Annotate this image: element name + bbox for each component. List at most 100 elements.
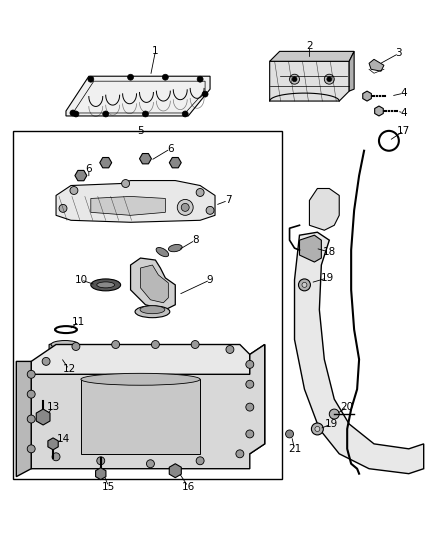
Text: 3: 3: [396, 49, 402, 58]
Circle shape: [196, 189, 204, 197]
Polygon shape: [95, 468, 106, 480]
Polygon shape: [349, 51, 354, 91]
Circle shape: [327, 77, 332, 82]
Polygon shape: [66, 76, 210, 116]
Polygon shape: [169, 464, 181, 478]
Circle shape: [27, 415, 35, 423]
Text: 4: 4: [400, 88, 407, 98]
Polygon shape: [141, 265, 168, 303]
Text: 7: 7: [225, 196, 231, 205]
Ellipse shape: [51, 341, 79, 349]
Text: 6: 6: [85, 164, 92, 174]
Circle shape: [206, 206, 214, 214]
Text: 12: 12: [62, 365, 76, 374]
Text: 8: 8: [192, 235, 198, 245]
Polygon shape: [48, 438, 58, 450]
Circle shape: [246, 430, 254, 438]
Circle shape: [329, 409, 339, 419]
Circle shape: [172, 468, 178, 474]
Circle shape: [73, 111, 79, 117]
Text: 19: 19: [321, 273, 334, 283]
Circle shape: [78, 173, 83, 178]
Text: 6: 6: [167, 144, 173, 154]
Circle shape: [197, 76, 203, 82]
Circle shape: [290, 74, 300, 84]
Circle shape: [142, 111, 148, 117]
Text: 20: 20: [341, 402, 354, 412]
Circle shape: [103, 111, 109, 117]
Polygon shape: [75, 171, 87, 181]
Polygon shape: [49, 342, 81, 366]
Polygon shape: [374, 106, 383, 116]
Circle shape: [311, 423, 323, 435]
Circle shape: [177, 199, 193, 215]
Circle shape: [246, 403, 254, 411]
Circle shape: [324, 74, 334, 84]
Text: 13: 13: [46, 402, 60, 412]
Ellipse shape: [91, 279, 120, 291]
Circle shape: [72, 343, 80, 351]
Circle shape: [173, 160, 178, 165]
Circle shape: [97, 457, 105, 465]
Circle shape: [88, 76, 94, 82]
Circle shape: [246, 360, 254, 368]
Polygon shape: [170, 157, 181, 168]
Circle shape: [27, 390, 35, 398]
Polygon shape: [270, 51, 354, 61]
Text: 5: 5: [137, 126, 144, 136]
Circle shape: [298, 279, 311, 291]
Text: 10: 10: [74, 275, 88, 285]
Circle shape: [112, 341, 120, 349]
Circle shape: [27, 445, 35, 453]
Circle shape: [202, 91, 208, 97]
Circle shape: [122, 180, 130, 188]
Text: 4: 4: [400, 108, 407, 118]
Polygon shape: [300, 235, 321, 262]
Circle shape: [103, 160, 108, 165]
Polygon shape: [91, 197, 165, 215]
Polygon shape: [131, 258, 175, 310]
Polygon shape: [140, 154, 152, 164]
Ellipse shape: [168, 245, 182, 252]
Polygon shape: [31, 344, 250, 379]
Circle shape: [143, 156, 148, 161]
Text: 9: 9: [207, 275, 213, 285]
Circle shape: [226, 345, 234, 353]
Bar: [13, 131, 282, 479]
Ellipse shape: [81, 373, 200, 385]
Polygon shape: [294, 232, 424, 474]
Ellipse shape: [140, 306, 165, 314]
Circle shape: [236, 450, 244, 458]
Circle shape: [292, 77, 297, 82]
Circle shape: [27, 370, 35, 378]
Circle shape: [315, 426, 320, 431]
Polygon shape: [270, 61, 349, 101]
Circle shape: [181, 204, 189, 212]
Circle shape: [162, 74, 168, 80]
Text: 16: 16: [182, 482, 195, 491]
Circle shape: [191, 341, 199, 349]
Polygon shape: [56, 181, 215, 222]
Polygon shape: [100, 157, 112, 168]
Text: 1: 1: [152, 46, 159, 56]
Polygon shape: [363, 91, 371, 101]
Circle shape: [196, 457, 204, 465]
Polygon shape: [369, 59, 384, 71]
Ellipse shape: [156, 247, 169, 257]
Text: 2: 2: [306, 42, 313, 51]
Polygon shape: [81, 379, 200, 454]
Ellipse shape: [97, 282, 115, 288]
Ellipse shape: [135, 306, 170, 318]
Polygon shape: [36, 409, 50, 425]
Circle shape: [59, 204, 67, 212]
Polygon shape: [250, 344, 265, 454]
Polygon shape: [309, 189, 339, 230]
Text: 18: 18: [323, 247, 336, 257]
Circle shape: [286, 430, 293, 438]
Circle shape: [182, 111, 188, 117]
Text: 11: 11: [72, 317, 85, 327]
Text: 15: 15: [102, 482, 115, 491]
Circle shape: [127, 74, 134, 80]
Circle shape: [70, 187, 78, 195]
Circle shape: [52, 453, 60, 461]
